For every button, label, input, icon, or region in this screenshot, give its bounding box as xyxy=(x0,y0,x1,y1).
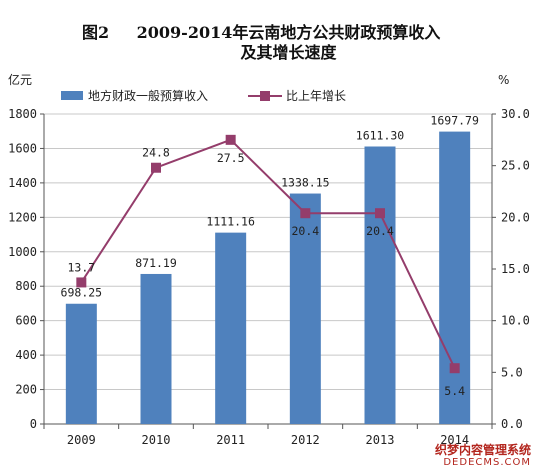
line-marker xyxy=(449,363,460,374)
bar-data-label: 1697.79 xyxy=(430,114,479,128)
line-data-label: 20.4 xyxy=(366,224,394,238)
bar xyxy=(364,146,396,424)
line-data-label: 24.8 xyxy=(142,146,170,160)
line-data-label: 13.7 xyxy=(67,260,95,274)
y2-tick-label: 0.0 xyxy=(501,417,523,431)
bar-data-label: 1111.16 xyxy=(206,215,255,229)
y-tick-label: 1600 xyxy=(8,141,37,155)
y-tick-label: 0 xyxy=(30,417,37,431)
line-marker xyxy=(151,162,161,173)
chart-title-line-1: 2009-2014年云南地方公共财政预算收入 xyxy=(136,23,441,42)
y2-tick-label: 20.0 xyxy=(501,210,530,224)
y-tick-label: 800 xyxy=(15,279,37,293)
y-axis-unit: 亿元 xyxy=(8,72,32,87)
figure-label: 图2 xyxy=(82,23,110,42)
bar xyxy=(215,232,247,424)
y-tick-label: 1200 xyxy=(8,210,37,224)
y-tick-label: 1400 xyxy=(8,176,37,190)
bar-data-label: 871.19 xyxy=(135,256,177,270)
bar-data-label: 698.25 xyxy=(61,286,103,300)
x-tick-label: 2013 xyxy=(366,433,395,447)
bar xyxy=(65,303,97,424)
bar-data-label: 1338.15 xyxy=(281,176,329,190)
legend-bar-swatch xyxy=(61,91,83,100)
y2-tick-label: 15.0 xyxy=(501,262,530,276)
watermark-domain: DEDECMS.COM xyxy=(443,457,531,468)
y-tick-label: 1800 xyxy=(8,107,37,121)
line-marker xyxy=(375,208,385,219)
bar xyxy=(289,193,321,424)
bar xyxy=(439,131,471,424)
y2-tick-label: 5.0 xyxy=(501,365,523,379)
bar-data-label: 1611.30 xyxy=(356,128,405,142)
y2-tick-label: 25.0 xyxy=(501,159,530,173)
line-marker xyxy=(300,208,311,219)
watermark-text: 织梦内容管理系统 xyxy=(434,443,531,457)
y2-axis-unit: % xyxy=(498,73,509,87)
line-data-label: 27.5 xyxy=(217,151,245,165)
x-tick-label: 2014 xyxy=(440,433,469,447)
x-tick-label: 2009 xyxy=(67,433,96,447)
line-marker xyxy=(225,134,236,145)
line-marker xyxy=(76,277,87,288)
x-tick-label: 2011 xyxy=(216,433,245,447)
legend-line-marker xyxy=(260,91,270,101)
legend-bar-label: 地方财政一般预算收入 xyxy=(88,88,208,103)
legend-line-label: 比上年增长 xyxy=(286,89,346,103)
y2-tick-label: 30.0 xyxy=(501,107,530,121)
y-tick-label: 200 xyxy=(15,383,37,397)
growth-line xyxy=(80,138,456,369)
y-tick-label: 1000 xyxy=(8,245,37,259)
y-tick-label: 400 xyxy=(15,348,37,362)
bar xyxy=(140,273,172,424)
x-tick-label: 2010 xyxy=(142,433,171,447)
y-tick-label: 600 xyxy=(15,314,37,328)
x-tick-label: 2012 xyxy=(291,433,320,447)
line-data-label: 20.4 xyxy=(291,224,319,238)
chart-title-line-2: 及其增长速度 xyxy=(240,43,337,62)
y2-tick-label: 10.0 xyxy=(501,314,530,328)
line-data-label: 5.4 xyxy=(444,384,465,398)
